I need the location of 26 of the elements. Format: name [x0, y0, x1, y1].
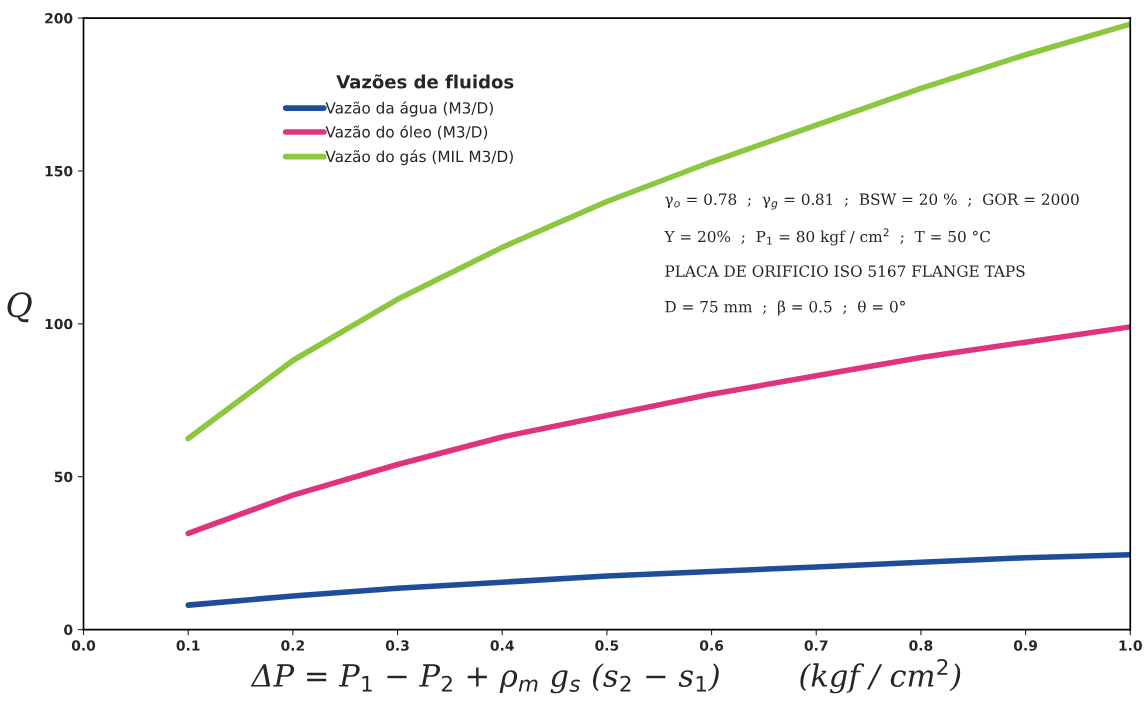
legend-label: Vazão da água (M3/D) [325, 101, 493, 117]
y-axis-title: Q [7, 292, 32, 323]
x-tick-label: 0.0 [71, 640, 96, 651]
x-tick-label: 1.0 [1119, 640, 1142, 651]
y-tick-label: 50 [54, 471, 73, 483]
x-tick-label: 0.4 [490, 640, 514, 651]
y-tick-label: 0 [64, 624, 73, 636]
annotation: Y = 20% ; P$_{1}$ = 80 kgf / cm$^{2}$ ; T = 50 °C [664, 228, 990, 246]
x-tick-label: 0.6 [699, 640, 724, 651]
x-tick-label: 0.7 [804, 640, 828, 651]
y-tick-label: 200 [45, 13, 73, 24]
y-tick-label: 100 [45, 318, 73, 330]
legend-title: Vazões de fluidos [336, 74, 514, 89]
x-tick-label: 0.2 [281, 640, 304, 651]
x-tick-label: 0.5 [595, 640, 619, 651]
x-tick-label: 0.3 [385, 640, 409, 651]
legend-label: Vazão do óleo (M3/D) [325, 125, 488, 140]
y-tick-label: 150 [45, 165, 73, 177]
x-tick-label: 0.1 [176, 640, 200, 651]
x-tick-label: 0.9 [1013, 640, 1038, 651]
annotation: PLACA DE ORIFICIO ISO 5167 FLANGE TAPS [665, 265, 1025, 277]
legend-label: Vazão do gás (MIL M3/D) [325, 149, 513, 166]
text: ΔP = P$_{1}$ − P$_{2}$ + ρ$_{m}$ g$_{s}$ (s$_{2}$ − s$_{1}$) (kgf / cm$^{2}$) [250, 659, 961, 694]
annotation: γ$_{o}$ = 0.78 ; γ$_{g}$ = 0.81 ; BSW = 20 % ; GOR = 2000 [665, 193, 1079, 210]
x-tick-label: 0.8 [909, 640, 933, 651]
annotation: D = 75 mm ; β = 0.5 ; θ = 0° [665, 300, 905, 316]
